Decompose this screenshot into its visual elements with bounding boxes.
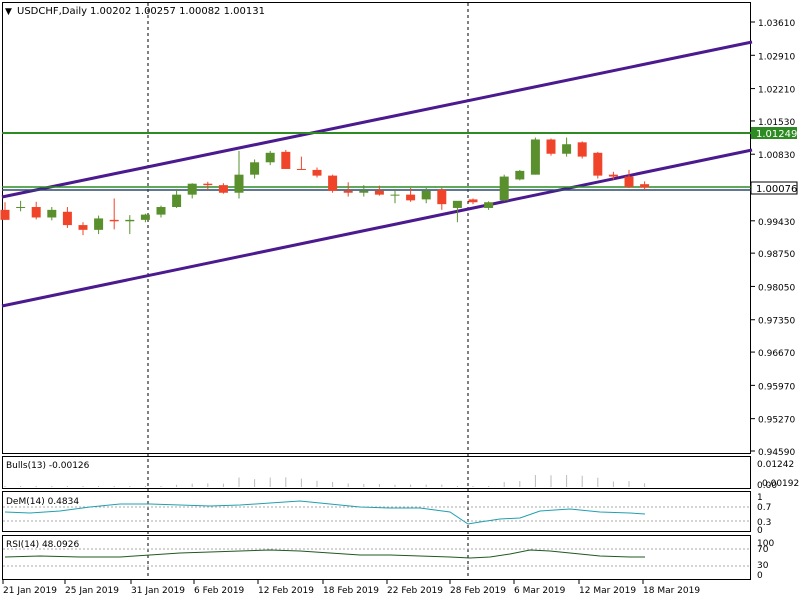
- ohlc-label: 1.00202 1.00257 1.00082 1.00131: [90, 6, 265, 17]
- candle-bear[interactable]: [312, 169, 322, 176]
- time-tick-label: 6 Mar 2019: [514, 586, 566, 596]
- rsi-label: RSI(14) 48.0926: [6, 540, 79, 550]
- time-tick-label: 21 Jan 2019: [3, 586, 57, 596]
- candle-bull[interactable]: [562, 144, 572, 154]
- bulls-label: Bulls(13) -0.00126: [6, 461, 90, 471]
- rsi-tick-70: 70: [757, 545, 769, 555]
- candle-bull[interactable]: [140, 214, 150, 220]
- candle-bull[interactable]: [16, 207, 26, 209]
- bulls-histogram: [4, 475, 646, 487]
- candle-bull[interactable]: [421, 190, 431, 200]
- candle-bear[interactable]: [328, 175, 338, 191]
- candles-group: [0, 137, 650, 236]
- dem-panel: [2, 491, 751, 532]
- candle-bull[interactable]: [156, 207, 166, 215]
- candle-bull[interactable]: [530, 139, 540, 175]
- price-tick-label: 0.99430: [758, 218, 795, 228]
- candle-bear[interactable]: [437, 189, 447, 205]
- trendline-upper[interactable]: [1, 40, 753, 199]
- candle-bear[interactable]: [406, 194, 416, 201]
- time-tick-label: 31 Jan 2019: [131, 586, 185, 596]
- candle-bear[interactable]: [31, 207, 41, 218]
- candle-bull[interactable]: [187, 183, 197, 195]
- rsi-tick-100: 100: [757, 539, 774, 549]
- bulls-tick-zero: 0.00: [757, 481, 777, 491]
- price-tick-label: 0.97350: [758, 317, 795, 327]
- candle-bear[interactable]: [218, 185, 228, 193]
- time-tick-label: 28 Feb 2019: [450, 586, 506, 596]
- price-tick-label: 0.94590: [758, 448, 795, 458]
- candle-bull[interactable]: [499, 176, 509, 201]
- candle-bull[interactable]: [515, 170, 525, 180]
- candle-bull[interactable]: [390, 194, 400, 196]
- trendline-lower[interactable]: [1, 148, 753, 308]
- time-tick-label: 25 Jan 2019: [65, 586, 119, 596]
- candle-bear[interactable]: [593, 152, 603, 176]
- candle-bear[interactable]: [343, 190, 353, 193]
- price-tick-label: 0.98750: [758, 250, 795, 260]
- rsi-panel: [2, 535, 751, 580]
- price-tick-label: 0.95970: [758, 382, 795, 392]
- candle-bear[interactable]: [296, 168, 306, 170]
- price-tick-label: 1.02210: [758, 86, 795, 96]
- bulls-panel: [2, 456, 751, 489]
- bulls-tick-extra: 0.00192: [762, 479, 799, 489]
- candle-bull[interactable]: [484, 202, 494, 208]
- time-tick-label: 18 Mar 2019: [643, 586, 700, 596]
- candle-bear[interactable]: [203, 183, 213, 186]
- candle-bear[interactable]: [624, 176, 634, 188]
- price-tick-label: 0.98050: [758, 283, 795, 293]
- current-price-label: 1.00076: [756, 184, 797, 195]
- candle-bull[interactable]: [172, 194, 182, 208]
- price-tick-label: 1.01530: [758, 118, 795, 128]
- time-tick-label: 18 Feb 2019: [323, 586, 379, 596]
- candle-bull[interactable]: [250, 162, 260, 175]
- collapse-icon[interactable]: ▼: [5, 7, 12, 17]
- time-tick-label: 6 Feb 2019: [194, 586, 245, 596]
- price-tick-label: 1.02910: [758, 52, 795, 62]
- candle-bear[interactable]: [608, 174, 618, 177]
- dem-tick-07: 0.7: [757, 503, 771, 513]
- candle-bull[interactable]: [47, 209, 57, 218]
- time-tick-label: 12 Mar 2019: [579, 586, 636, 596]
- dem-line: [4, 500, 646, 525]
- price-axis: 1.036101.029101.022101.015301.008301.001…: [751, 19, 795, 458]
- price-tick-label: 0.95270: [758, 416, 795, 426]
- time-tick-label: 22 Feb 2019: [387, 586, 443, 596]
- price-tick-label: 0.96670: [758, 349, 795, 359]
- candle-bear[interactable]: [374, 190, 384, 195]
- price-tick-label: 1.03610: [758, 19, 795, 29]
- dem-tick-03: 0.3: [757, 518, 771, 528]
- dem-tick-1: 1: [757, 493, 763, 503]
- candle-bull[interactable]: [359, 190, 369, 193]
- candle-bear[interactable]: [640, 184, 650, 188]
- dem-tick-0: 0: [757, 526, 763, 536]
- candle-bear[interactable]: [546, 139, 556, 154]
- candle-bear[interactable]: [468, 199, 478, 203]
- candle-bear[interactable]: [281, 151, 291, 169]
- time-axis: 21 Jan 2019 25 Jan 2019 31 Jan 2019 6 Feb 2…: [2, 580, 700, 596]
- rsi-tick-0: 0: [757, 571, 763, 581]
- rsi-line: [4, 549, 645, 559]
- candle-bear[interactable]: [109, 219, 119, 222]
- candle-bull[interactable]: [234, 174, 244, 193]
- dem-label: DeM(14) 0.4834: [6, 497, 79, 507]
- resistance-price-box: [751, 127, 797, 139]
- rsi-tick-30: 30: [757, 561, 769, 571]
- current-price-box: [750, 181, 798, 195]
- candle-bear[interactable]: [78, 225, 88, 230]
- bulls-tick-top: 0.01242: [757, 460, 794, 470]
- candle-bull[interactable]: [265, 152, 275, 163]
- time-tick-label: 12 Feb 2019: [258, 586, 314, 596]
- price-tick-label: 1.00830: [758, 151, 795, 161]
- candle-bear[interactable]: [62, 211, 72, 226]
- candle-bull[interactable]: [94, 218, 104, 230]
- candle-bull[interactable]: [125, 219, 135, 222]
- candle-bear[interactable]: [577, 142, 587, 157]
- resistance-price-label: 1.01249: [756, 129, 797, 140]
- candle-bull[interactable]: [452, 200, 462, 208]
- candle-bear[interactable]: [0, 209, 10, 220]
- symbol-label: USDCHF,Daily: [17, 6, 87, 17]
